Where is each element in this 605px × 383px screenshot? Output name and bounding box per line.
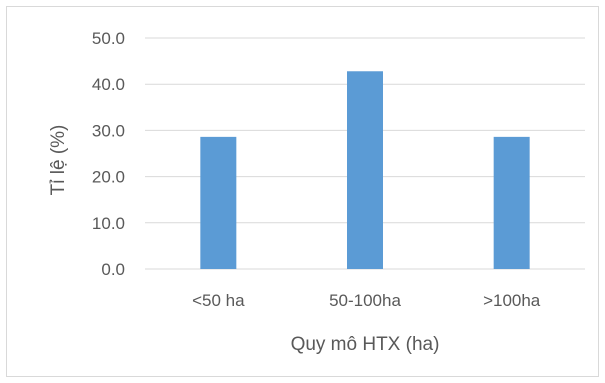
bar-1 <box>347 71 383 269</box>
y-tick-label: 40.0 <box>92 75 125 94</box>
y-tick-labels: 0.0 10.0 20.0 30.0 40.0 50.0 <box>92 29 125 279</box>
y-tick-label: 50.0 <box>92 29 125 48</box>
bars <box>200 71 530 269</box>
x-tick-labels: <50 ha 50-100ha >100ha <box>192 291 541 310</box>
x-tick-label: <50 ha <box>192 291 245 310</box>
x-axis-title: Quy mô HTX (ha) <box>291 334 440 355</box>
y-tick-label: 0.0 <box>101 260 125 279</box>
y-tick-label: 30.0 <box>92 121 125 140</box>
y-axis-title: Tỉ lệ (%) <box>48 125 69 196</box>
bar-0 <box>200 136 237 269</box>
x-tick-label: 50-100ha <box>329 291 401 310</box>
y-tick-label: 20.0 <box>92 168 125 187</box>
x-tick-label: >100ha <box>483 291 541 310</box>
y-tick-label: 10.0 <box>92 214 125 233</box>
bar-2 <box>493 136 530 269</box>
